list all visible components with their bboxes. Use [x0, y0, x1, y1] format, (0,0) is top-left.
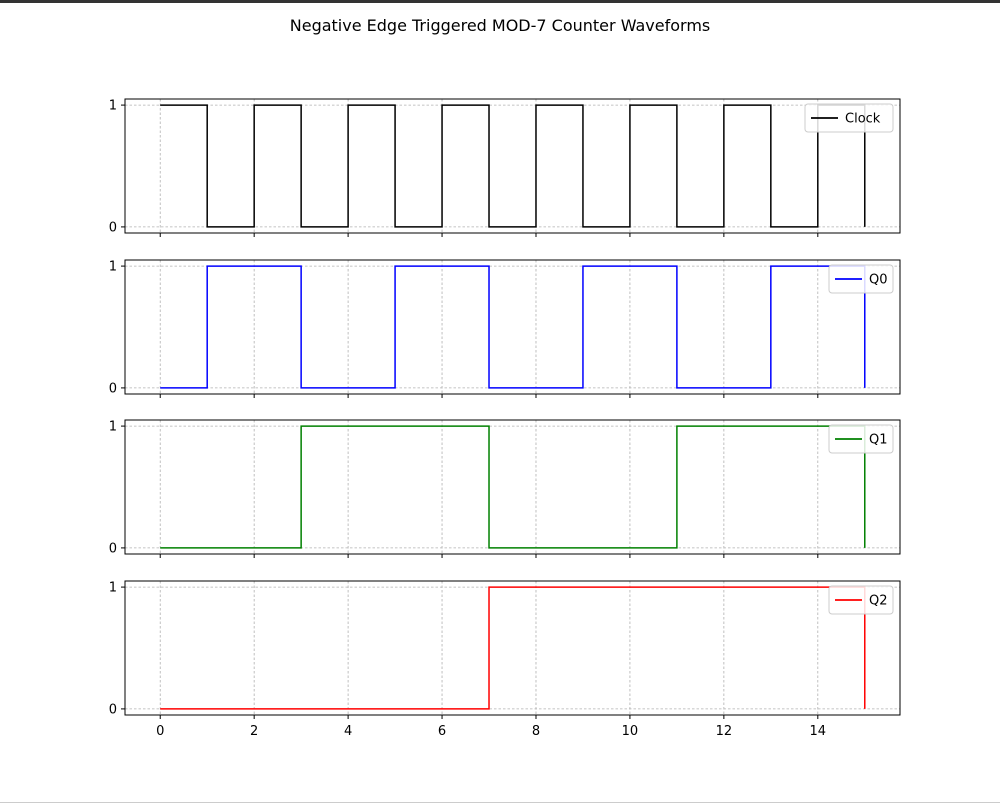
- legend-q1: Q1: [828, 424, 894, 454]
- waveform-clock: [160, 104, 866, 228]
- y-tick-label: 1: [109, 420, 117, 435]
- window-top-border: [0, 0, 1000, 3]
- legend-clock: Clock: [804, 103, 894, 133]
- x-tick-label: 8: [532, 724, 540, 739]
- subplot-q1: 0 1 Q1: [109, 419, 901, 558]
- x-tick-label: 4: [344, 724, 352, 739]
- window-bottom-border: [0, 802, 1000, 803]
- waveform-q1: [160, 425, 866, 549]
- legend-label: Q2: [869, 594, 888, 609]
- axes-frame-q1: [124, 419, 901, 555]
- waveform-q0: [160, 265, 866, 389]
- y-tick-label: 0: [109, 702, 117, 717]
- plot-area-clock: [125, 99, 900, 233]
- x-tick-label: 2: [250, 724, 258, 739]
- plot-area-q0: [125, 260, 900, 394]
- subplot-q0: 0 1 Q0: [109, 259, 901, 398]
- x-tick-label: 0: [156, 724, 164, 739]
- x-tick-label: 14: [810, 724, 827, 739]
- legend-q0: Q0: [828, 264, 894, 294]
- legend-q2: Q2: [828, 585, 894, 615]
- legend-label: Q0: [869, 273, 888, 288]
- x-tick-label: 10: [622, 724, 639, 739]
- chart-title: Negative Edge Triggered MOD-7 Counter Wa…: [290, 16, 711, 35]
- subplot-clock: 0 1 Clock: [109, 98, 901, 237]
- legend-label: Q1: [869, 433, 888, 448]
- y-tick-label: 0: [109, 541, 117, 556]
- plot-area-q1: [125, 420, 900, 554]
- y-tick-label: 1: [109, 581, 117, 596]
- axes-frame-q0: [124, 259, 901, 395]
- x-tick-label: 12: [716, 724, 733, 739]
- x-tick-label: 6: [438, 724, 446, 739]
- waveform-q2: [160, 586, 866, 710]
- axes-frame-clock: [124, 98, 901, 234]
- plot-area-q2: [125, 581, 900, 715]
- axes-frame-q2: [124, 580, 901, 716]
- y-tick-label: 0: [109, 381, 117, 396]
- legend-box: [804, 103, 894, 133]
- y-tick-label: 0: [109, 220, 117, 235]
- y-tick-label: 1: [109, 99, 117, 114]
- y-tick-label: 1: [109, 260, 117, 275]
- legend-label: Clock: [845, 112, 881, 127]
